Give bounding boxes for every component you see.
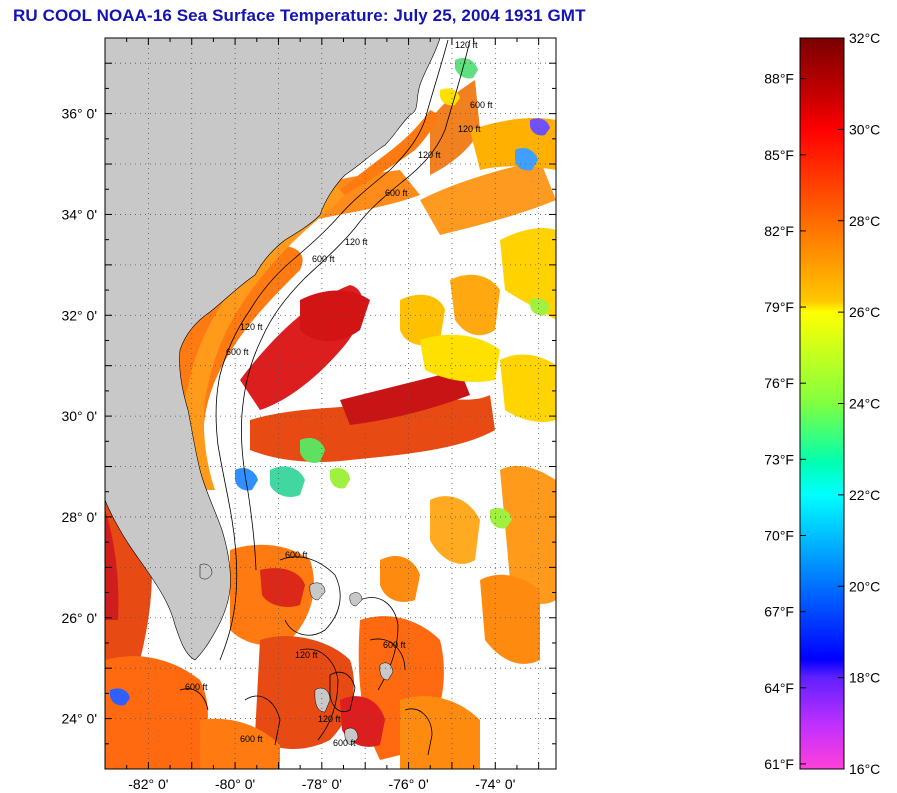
lat-label: 32° 0' [61,307,97,323]
bathymetry-label: 600 ft [470,100,493,110]
cb-fahrenheit-label: 82°F [764,223,794,239]
lon-label: -74° 0' [475,776,515,792]
cb-fahrenheit-label: 70°F [764,527,794,543]
cb-celsius-label: 16°C [849,761,880,777]
colorbar-celsius-labels: 32°C 30°C 28°C 26°C 24°C 22°C 20°C 18°C 16°C [849,30,880,777]
cb-fahrenheit-label: 76°F [764,375,794,391]
land-us-coast [105,38,441,661]
bathymetry-label: 120 ft [458,124,481,134]
bathymetry-label: 600 ft [226,347,249,357]
latitude-labels: 36° 0' 34° 0' 32° 0' 30° 0' 28° 0' 26° 0' 24° … [61,106,97,727]
cb-fahrenheit-label: 67°F [764,604,794,620]
cb-celsius-label: 18°C [849,670,880,686]
lat-label: 30° 0' [61,408,97,424]
bathymetry-label: 600 ft [285,550,308,560]
cb-celsius-label: 24°C [849,396,880,412]
longitude-labels: -82° 0' -80° 0' -78° 0' -76° 0' -74° 0' [128,776,515,792]
lat-label: 28° 0' [61,509,97,525]
cb-fahrenheit-label: 73°F [764,451,794,467]
lat-label: 26° 0' [61,610,97,626]
axis-ticks [104,37,556,770]
lon-label: -80° 0' [215,776,255,792]
lat-label: 24° 0' [61,711,97,727]
bathymetry-label: 120 ft [345,237,368,247]
cb-fahrenheit-label: 64°F [764,680,794,696]
colorbar-fahrenheit-labels: 88°F 85°F 82°F 79°F 76°F 73°F 70°F 67°F 64°F 61°F [764,71,794,772]
bathymetry-label: 600 ft [385,188,408,198]
bahamas-islands [309,582,394,746]
bathymetry-label: 120 ft [455,40,478,50]
colorbar-ticks [800,37,844,770]
bathymetry-label: 600 ft [185,682,208,692]
bathymetry-label: 600 ft [333,738,356,748]
cb-fahrenheit-label: 85°F [764,147,794,163]
lon-label: -78° 0' [302,776,342,792]
cb-celsius-label: 28°C [849,213,880,229]
bathymetry-label: 600 ft [383,640,406,650]
bathymetry-label: 120 ft [240,322,263,332]
lon-label: -76° 0' [388,776,428,792]
lat-label: 34° 0' [61,206,97,222]
bathymetry-label: 600 ft [312,254,335,264]
cb-fahrenheit-label: 61°F [764,756,794,772]
lon-label: -82° 0' [128,776,168,792]
cb-fahrenheit-label: 88°F [764,71,794,87]
lat-label: 36° 0' [61,106,97,122]
cb-celsius-label: 32°C [849,30,880,46]
cb-fahrenheit-label: 79°F [764,299,794,315]
bathymetry-label: 120 ft [418,150,441,160]
colorbar [799,37,845,770]
bathymetry-label: 600 ft [240,734,263,744]
bathymetry-labels: 120 ft 600 ft 120 ft 120 ft 600 ft 120 ft 600 … [185,40,493,748]
bathymetry-label: 120 ft [318,714,341,724]
land-florida-keys [199,563,213,580]
chart-title: RU COOL NOAA-16 Sea Surface Temperature:… [13,6,586,25]
cb-celsius-label: 20°C [849,578,880,594]
map-frame [104,37,557,770]
cb-celsius-label: 22°C [849,487,880,503]
bathymetry-label: 120 ft [295,650,318,660]
cb-celsius-label: 30°C [849,121,880,137]
cb-celsius-label: 26°C [849,304,880,320]
